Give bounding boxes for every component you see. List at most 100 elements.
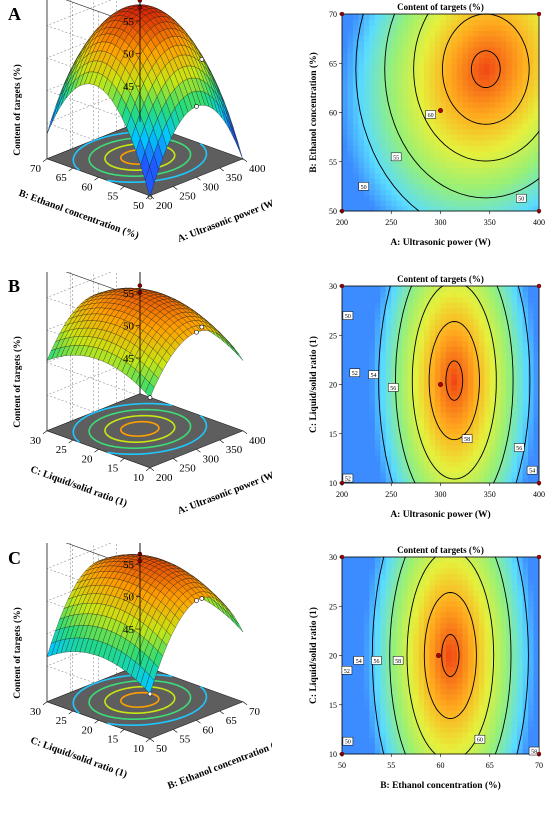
contour-fill-cell: [473, 428, 480, 435]
contour-fill-cell: [424, 715, 431, 722]
contour-fill-cell: [352, 41, 360, 48]
contour-fill-cell: [445, 30, 453, 37]
contour-fill-cell: [380, 660, 387, 668]
contour-fill-cell: [522, 296, 529, 304]
contour-fill-cell: [374, 286, 381, 293]
contour-fill-cell: [391, 357, 398, 364]
contour-fill-cell: [407, 710, 414, 717]
contour-fill-cell: [424, 748, 431, 755]
contour-fill-cell: [396, 439, 403, 446]
contour-fill-cell: [451, 189, 458, 196]
contour-fill-cell: [418, 373, 425, 380]
contour-fill-cell: [429, 389, 436, 397]
contour-fill-cell: [385, 633, 392, 640]
contour-fill-cell: [380, 726, 387, 733]
contour-fill-cell: [352, 178, 360, 185]
contour-fill-cell: [358, 450, 365, 457]
contour-fill-cell: [413, 183, 420, 190]
contour-fill-cell: [358, 477, 365, 484]
contour-fill-cell: [424, 90, 431, 97]
contour-fill-cell: [473, 85, 480, 92]
contour-fill-cell: [369, 699, 376, 706]
contour-fill-cell: [478, 439, 485, 446]
contour-fill-cell: [418, 63, 425, 70]
y-tick-label: 70: [329, 10, 337, 19]
contour-fill-cell: [500, 19, 507, 26]
contour-fill-cell: [363, 85, 370, 92]
contour-fill-cell: [462, 128, 469, 135]
contour-fill-cell: [478, 123, 485, 130]
contour-fill-cell: [396, 96, 403, 103]
contour-fill-cell: [342, 145, 349, 152]
contour-fill-cell: [528, 85, 535, 92]
contour-fill-cell: [451, 35, 458, 42]
contour-fill-cell: [484, 128, 491, 135]
contour-fill-cell: [418, 324, 425, 331]
contour-fill-cell: [506, 57, 513, 64]
contour-fill-cell: [352, 748, 360, 755]
contour-fill-cell: [533, 389, 540, 397]
contour-fill-cell: [435, 200, 442, 207]
contour-fill-cell: [358, 557, 365, 564]
contour-fill-cell: [429, 57, 436, 64]
contour-fill-cell: [374, 699, 381, 706]
contour-fill-cell: [429, 161, 436, 168]
contour-fill-cell: [342, 704, 349, 711]
contour-fill-cell: [369, 737, 376, 744]
contour-fill-cell: [385, 35, 392, 42]
contour-fill-cell: [495, 167, 502, 174]
contour-fill-cell: [473, 189, 480, 196]
contour-fill-cell: [440, 19, 447, 26]
contour-fill-cell: [517, 189, 524, 196]
contour-fill-cell: [413, 461, 420, 468]
contour-fill-cell: [500, 340, 507, 347]
contour-fill-cell: [352, 715, 360, 722]
contour-fill-cell: [435, 644, 442, 651]
contour-fill-cell: [495, 134, 502, 141]
contour-fill-cell: [528, 74, 535, 81]
contour-fill-cell: [456, 156, 463, 163]
contour-fill-cell: [352, 400, 360, 407]
contour-fill-cell: [424, 318, 431, 325]
contour-fill-cell: [467, 286, 474, 293]
y-axis-label: B: Ethanol concentration (%): [17, 188, 140, 242]
contour-fill-cell: [429, 357, 436, 364]
contour-fill-cell: [511, 389, 518, 397]
contour-fill-cell: [478, 79, 485, 86]
contour-fill-cell: [363, 291, 370, 298]
contour-fill-cell: [391, 351, 398, 358]
contour-label: 56: [516, 446, 522, 452]
contour-fill-cell: [456, 96, 463, 103]
contour-fill-cell: [435, 318, 442, 325]
contour-fill-cell: [402, 606, 409, 613]
contour-fill-cell: [424, 466, 431, 473]
contour-fill-cell: [424, 417, 431, 424]
contour-fill-cell: [495, 117, 502, 125]
contour-fill-cell: [369, 362, 376, 369]
contour-fill-cell: [391, 644, 398, 651]
contour-fill-cell: [489, 428, 496, 435]
contour-fill-cell: [342, 117, 349, 125]
contour-fill-cell: [363, 351, 370, 358]
contour-fill-cell: [396, 477, 403, 484]
contour-fill-cell: [484, 477, 491, 484]
contour-fill-cell: [418, 477, 425, 484]
contour-fill-cell: [429, 650, 436, 657]
contour-fill-cell: [396, 41, 403, 48]
contour-fill-cell: [418, 617, 425, 624]
contour-fill-cell: [435, 444, 442, 451]
contour-fill-cell: [424, 313, 431, 320]
contour-fill-cell: [435, 671, 442, 678]
y-tick-mark: [145, 738, 151, 742]
contour-fill-cell: [413, 139, 420, 146]
contour-fill-cell: [478, 461, 485, 468]
contour-fill-cell: [533, 112, 540, 119]
contour-fill-cell: [391, 63, 398, 70]
contour-fill-cell: [347, 96, 354, 103]
contour-fill-cell: [385, 200, 392, 207]
contour-fill-cell: [462, 194, 469, 201]
contour-fill-cell: [363, 644, 370, 651]
contour-fill-cell: [462, 134, 469, 141]
contour-fill-cell: [489, 156, 496, 163]
contour-fill-cell: [528, 422, 535, 429]
